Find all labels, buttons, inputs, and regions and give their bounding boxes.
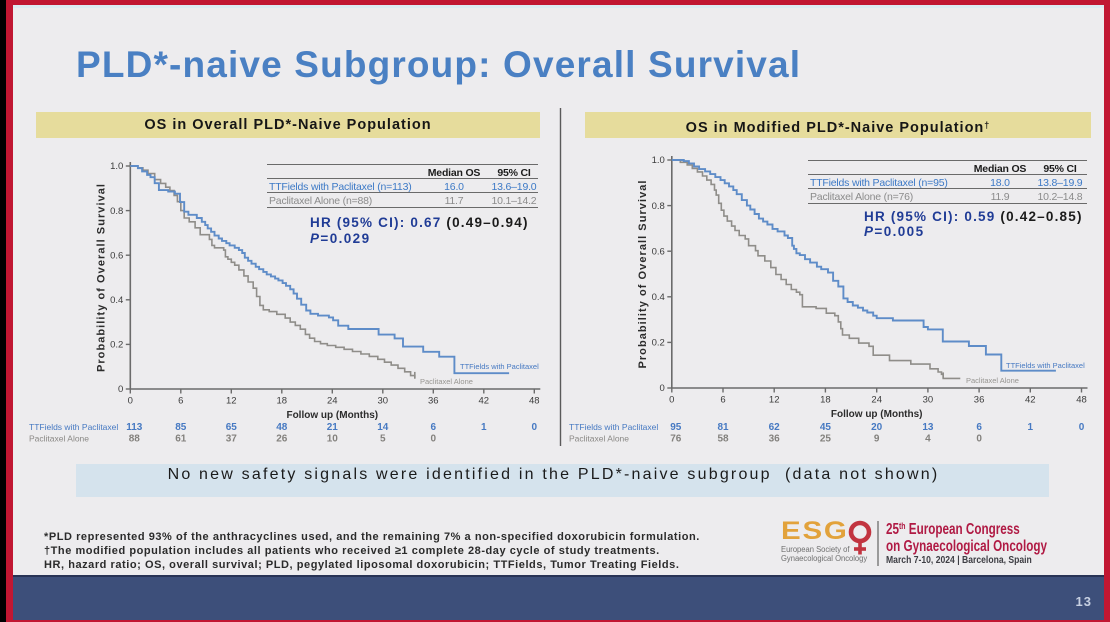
svg-text:42: 42 <box>479 396 490 407</box>
svg-text:25: 25 <box>820 434 832 445</box>
svg-text:10: 10 <box>327 434 339 445</box>
svg-text:TTFields with Paclitaxel: TTFields with Paclitaxel <box>29 422 118 432</box>
svg-text:12: 12 <box>769 395 780 406</box>
svg-text:0: 0 <box>431 434 437 445</box>
svg-text:42: 42 <box>1025 395 1036 406</box>
svg-text:TTFields with Paclitaxel: TTFields with Paclitaxel <box>1006 361 1085 370</box>
svg-text:62: 62 <box>769 422 781 433</box>
svg-text:0.4: 0.4 <box>652 292 665 303</box>
svg-text:12: 12 <box>226 396 237 407</box>
svg-text:6: 6 <box>178 396 183 407</box>
svg-text:0: 0 <box>660 383 665 394</box>
svg-text:0: 0 <box>128 396 133 407</box>
svg-text:0.4: 0.4 <box>110 295 123 306</box>
svg-text:48: 48 <box>1076 395 1087 406</box>
svg-text:1: 1 <box>481 422 487 433</box>
svg-text:37: 37 <box>226 434 238 445</box>
svg-text:18: 18 <box>277 396 288 407</box>
svg-text:TTFields with Paclitaxel: TTFields with Paclitaxel <box>569 422 658 432</box>
svg-text:Paclitaxel Alone: Paclitaxel Alone <box>420 377 473 386</box>
svg-text:0: 0 <box>118 384 123 395</box>
svg-text:Probability of Overall Surviva: Probability of Overall Survival <box>95 183 107 372</box>
svg-text:26: 26 <box>276 434 288 445</box>
svg-text:30: 30 <box>923 395 934 406</box>
svg-text:TTFields with Paclitaxel: TTFields with Paclitaxel <box>460 362 539 371</box>
svg-text:Paclitaxel Alone: Paclitaxel Alone <box>966 376 1019 385</box>
svg-text:1.0: 1.0 <box>652 155 665 166</box>
svg-text:Paclitaxel Alone: Paclitaxel Alone <box>29 434 89 444</box>
svg-text:Follow up (Months): Follow up (Months) <box>831 409 923 420</box>
svg-text:6: 6 <box>431 422 437 433</box>
svg-text:48: 48 <box>276 422 288 433</box>
svg-text:48: 48 <box>529 396 540 407</box>
svg-text:76: 76 <box>670 434 682 445</box>
svg-text:113: 113 <box>126 422 143 433</box>
svg-text:85: 85 <box>175 422 187 433</box>
svg-text:36: 36 <box>974 395 985 406</box>
svg-text:61: 61 <box>175 434 187 445</box>
svg-text:9: 9 <box>874 434 880 445</box>
svg-text:6: 6 <box>720 395 725 406</box>
svg-text:14: 14 <box>377 422 389 433</box>
svg-text:Probability of Overall Surviva: Probability of Overall Survival <box>637 179 649 368</box>
svg-text:36: 36 <box>428 396 439 407</box>
svg-text:0: 0 <box>1079 422 1085 433</box>
svg-text:4: 4 <box>925 434 931 445</box>
svg-text:0.8: 0.8 <box>110 206 123 217</box>
svg-text:45: 45 <box>820 422 832 433</box>
svg-text:0.8: 0.8 <box>652 201 665 212</box>
svg-text:0: 0 <box>532 422 538 433</box>
svg-text:5: 5 <box>380 434 386 445</box>
svg-text:95: 95 <box>670 422 682 433</box>
svg-text:0.6: 0.6 <box>652 246 665 257</box>
svg-text:0: 0 <box>669 395 674 406</box>
svg-text:0.2: 0.2 <box>652 338 665 349</box>
svg-text:30: 30 <box>378 396 389 407</box>
svg-text:Paclitaxel Alone: Paclitaxel Alone <box>569 434 629 444</box>
svg-text:1.0: 1.0 <box>110 161 123 172</box>
svg-text:36: 36 <box>769 434 781 445</box>
svg-text:24: 24 <box>871 395 882 406</box>
svg-text:Follow up (Months): Follow up (Months) <box>286 410 378 421</box>
svg-text:0.2: 0.2 <box>110 340 123 351</box>
svg-text:0: 0 <box>976 434 982 445</box>
svg-text:81: 81 <box>717 422 729 433</box>
svg-text:65: 65 <box>226 422 238 433</box>
svg-text:58: 58 <box>717 434 729 445</box>
svg-text:13: 13 <box>922 422 934 433</box>
svg-text:88: 88 <box>129 434 141 445</box>
svg-text:18: 18 <box>820 395 831 406</box>
svg-text:1: 1 <box>1028 422 1034 433</box>
svg-text:0.6: 0.6 <box>110 250 123 261</box>
svg-text:24: 24 <box>327 396 338 407</box>
svg-text:21: 21 <box>327 422 339 433</box>
svg-text:6: 6 <box>976 422 982 433</box>
svg-text:20: 20 <box>871 422 883 433</box>
